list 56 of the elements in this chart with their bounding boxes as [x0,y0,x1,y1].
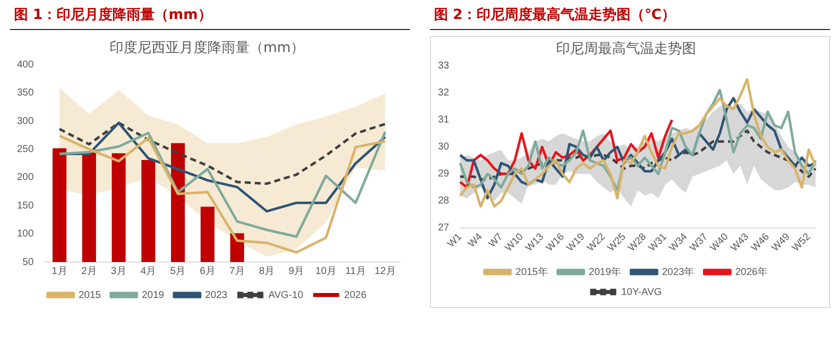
x-tick-label: 10月 [315,266,337,277]
x-tick-label: 7月 [229,266,245,277]
line-series [458,129,817,181]
x-tick-label: W43 [728,231,752,254]
legend-label: AVG-10 [268,290,304,301]
y-tick-label: 50 [22,256,34,268]
legend-label: 2019年 [588,266,622,278]
x-tick-label: W7 [486,231,506,250]
y-tick-label: 150 [16,200,34,212]
x-tick-label: W31 [646,231,670,254]
x-tick-label: W19 [564,231,588,254]
x-tick-label: W10 [503,231,526,254]
chart-title: 图 2：印尼周度最高气温走势图（℃） [430,6,830,30]
legend-label: 2023年 [662,266,694,278]
y-tick-label: 300 [16,116,34,127]
y-tick-label: 200 [16,172,34,184]
y-tick-label: 250 [16,144,34,156]
x-tick-label: 12月 [374,266,396,277]
legend-label: 2019 [142,290,165,301]
y-tick-label: 29 [438,168,450,180]
chart-subtitle: 印度尼西亚月度降雨量（mm） [109,40,305,56]
x-tick-label: W40 [708,231,732,254]
chart-subtitle: 印尼周最高气温走势图 [556,41,696,58]
legend-label: 10Y-AVG [621,286,662,298]
x-tick-label: 5月 [170,266,186,277]
y-tick-label: 31 [438,114,450,126]
y-tick-label: 28 [438,196,450,207]
legend-label: 2023 [205,290,228,301]
y-tick-label: 30 [438,142,450,153]
x-tick-label: 3月 [110,266,126,277]
x-tick-label: W1 [446,231,464,250]
line-series [58,122,386,185]
y-tick-label: 33 [438,60,450,72]
y-tick-label: 27 [438,222,450,234]
x-tick-label: 2月 [81,266,97,277]
x-tick-label: W52 [790,231,814,254]
x-tick-label: 9月 [288,266,304,277]
x-tick-label: W22 [585,231,608,254]
x-tick-label: W49 [770,231,793,254]
legend-label: 2015 [78,290,102,301]
x-tick-label: 1月 [52,266,68,277]
x-tick-label: 6月 [200,266,216,277]
legend-label: 2026 [344,290,367,301]
y-tick-label: 350 [16,88,34,99]
y-tick-label: 32 [438,88,450,99]
chart-title: 图 1：印尼月度降雨量（mm） [10,6,410,30]
y-tick-label: 400 [16,60,34,71]
x-tick-label: 11月 [345,266,366,277]
legend-label: 2026年 [735,266,768,278]
x-tick-label: W13 [524,231,547,254]
x-tick-label: W28 [626,231,650,254]
legend-label: 2015年 [516,266,548,278]
x-tick-label: 4月 [140,266,156,277]
y-tick-label: 100 [16,228,34,240]
x-tick-label: 8月 [258,266,275,277]
x-tick-label: W4 [466,231,485,250]
